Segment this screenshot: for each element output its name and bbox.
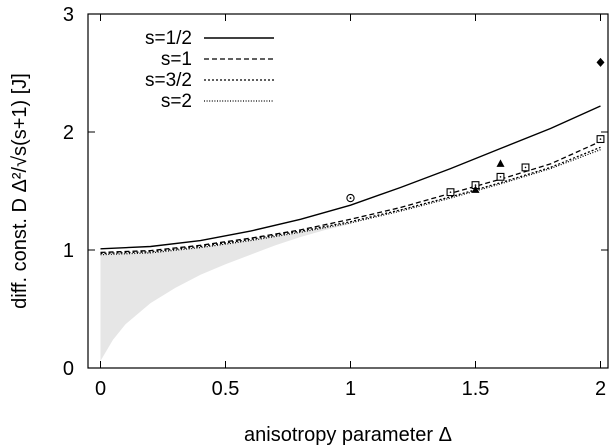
x-tick-label: 0.5 bbox=[212, 378, 240, 400]
x-tick-label: 1.5 bbox=[462, 378, 490, 400]
y-tick-label: 2 bbox=[63, 122, 74, 144]
y-tick-label: 0 bbox=[63, 358, 74, 380]
legend-label-3: s=2 bbox=[161, 91, 192, 112]
shaded-region bbox=[100, 222, 351, 361]
legend: s=1/2s=1s=3/2s=2 bbox=[145, 28, 274, 112]
triangle-marker-7 bbox=[496, 159, 505, 167]
square-marker-dot-5 bbox=[599, 138, 602, 140]
x-axis-label: anisotropy parameter Δ bbox=[244, 424, 452, 445]
square-marker-dot-1 bbox=[449, 191, 452, 193]
marker-layer bbox=[346, 57, 605, 203]
series-line-3 bbox=[100, 149, 601, 256]
y-tick-label: 3 bbox=[63, 4, 74, 26]
plot-frame bbox=[87, 13, 609, 369]
y-tick-label: 1 bbox=[63, 240, 74, 262]
legend-label-0: s=1/2 bbox=[145, 28, 192, 49]
square-marker-dot-2 bbox=[474, 184, 477, 186]
triangle-marker-6 bbox=[471, 185, 480, 193]
series-line-0 bbox=[100, 105, 601, 250]
tick-layer: 0 0.5 1 1.5 2 0 1 2 3 bbox=[63, 4, 608, 400]
x-tick-label: 1 bbox=[345, 378, 356, 400]
square-marker-dot-3 bbox=[499, 176, 502, 178]
circle-marker-dot-0 bbox=[349, 197, 352, 199]
x-tick-label: 2 bbox=[595, 378, 606, 400]
series-line-1 bbox=[100, 140, 601, 254]
shaded-region-layer bbox=[100, 222, 351, 361]
series-layer bbox=[100, 105, 601, 256]
x-tick-label: 0 bbox=[95, 378, 106, 400]
diamond-marker-8 bbox=[596, 57, 605, 67]
y-axis-label: diff. const. D Δ²/√s(s+1) [J] bbox=[9, 73, 31, 309]
square-marker-dot-4 bbox=[524, 166, 527, 169]
series-line-2 bbox=[100, 146, 601, 255]
legend-label-1: s=1 bbox=[161, 49, 192, 70]
legend-label-2: s=3/2 bbox=[145, 70, 192, 91]
